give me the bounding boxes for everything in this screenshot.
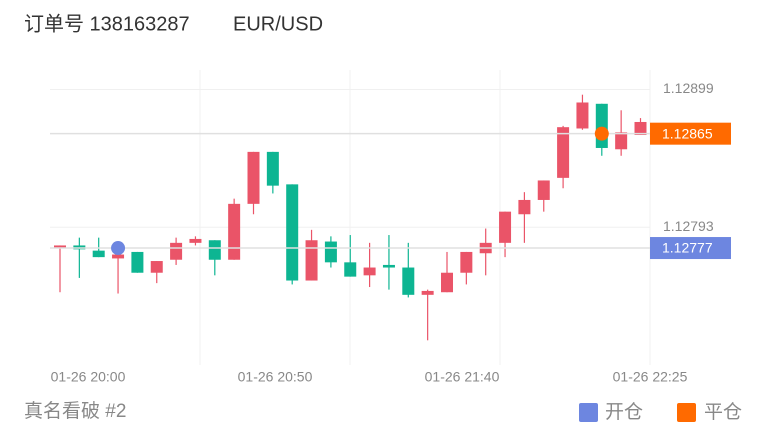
order-title: 订单号 138163287: [24, 12, 190, 35]
price-box: [650, 122, 731, 145]
candle-body: [92, 250, 105, 258]
candle-body: [363, 267, 376, 276]
candle-body: [537, 180, 550, 200]
candle-body: [150, 261, 163, 273]
candle-body: [305, 240, 318, 281]
candle-body: [170, 242, 183, 260]
legend-swatch: [677, 403, 696, 422]
price-label: 1.12777: [662, 240, 713, 256]
legend-label: 平仓: [704, 401, 742, 423]
x-tick-label: 01-26 20:00: [51, 369, 126, 385]
candle-body: [228, 203, 241, 260]
footer: 真名看破 #2: [24, 400, 126, 422]
candle-body: [615, 132, 628, 150]
trade-marker: [594, 126, 609, 141]
candle-body: [382, 264, 395, 268]
candle-body: [421, 290, 434, 295]
candle-body: [595, 103, 608, 148]
symbol: EUR/USD: [233, 13, 323, 35]
price-label: 1.12865: [662, 125, 713, 141]
x-tick-label: 01-26 21:40: [425, 369, 500, 385]
candle-body: [460, 251, 473, 273]
candle-body: [247, 151, 260, 204]
legend-label: 开仓: [605, 401, 643, 423]
y-tick-label: 1.12793: [663, 218, 714, 234]
legend-swatch: [579, 403, 598, 422]
candle-body: [441, 272, 453, 293]
candle-body: [266, 151, 279, 186]
y-tick-label: 1.12899: [663, 80, 714, 96]
candle-body: [208, 240, 221, 260]
candle-body: [634, 121, 647, 135]
candle-body: [112, 254, 125, 259]
candle-body: [189, 238, 202, 243]
candle-body: [324, 241, 337, 263]
candle-body: [54, 245, 66, 249]
candle-body: [557, 127, 570, 178]
trade-marker: [111, 241, 126, 256]
candle-body: [286, 184, 299, 281]
candle-body: [131, 251, 144, 273]
price-box: [650, 237, 731, 260]
candle-body: [344, 262, 357, 277]
candle-body: [576, 102, 589, 129]
candle-body: [518, 199, 531, 215]
x-tick-label: 01-26 22:25: [613, 369, 688, 385]
x-tick-label: 01-26 20:50: [238, 369, 313, 385]
candle-body: [499, 211, 512, 243]
candle-body: [402, 267, 415, 295]
